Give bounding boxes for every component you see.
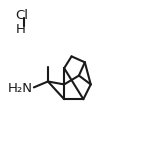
Text: Cl: Cl: [15, 9, 28, 22]
Text: H: H: [15, 23, 25, 36]
Text: H₂N: H₂N: [7, 82, 32, 95]
